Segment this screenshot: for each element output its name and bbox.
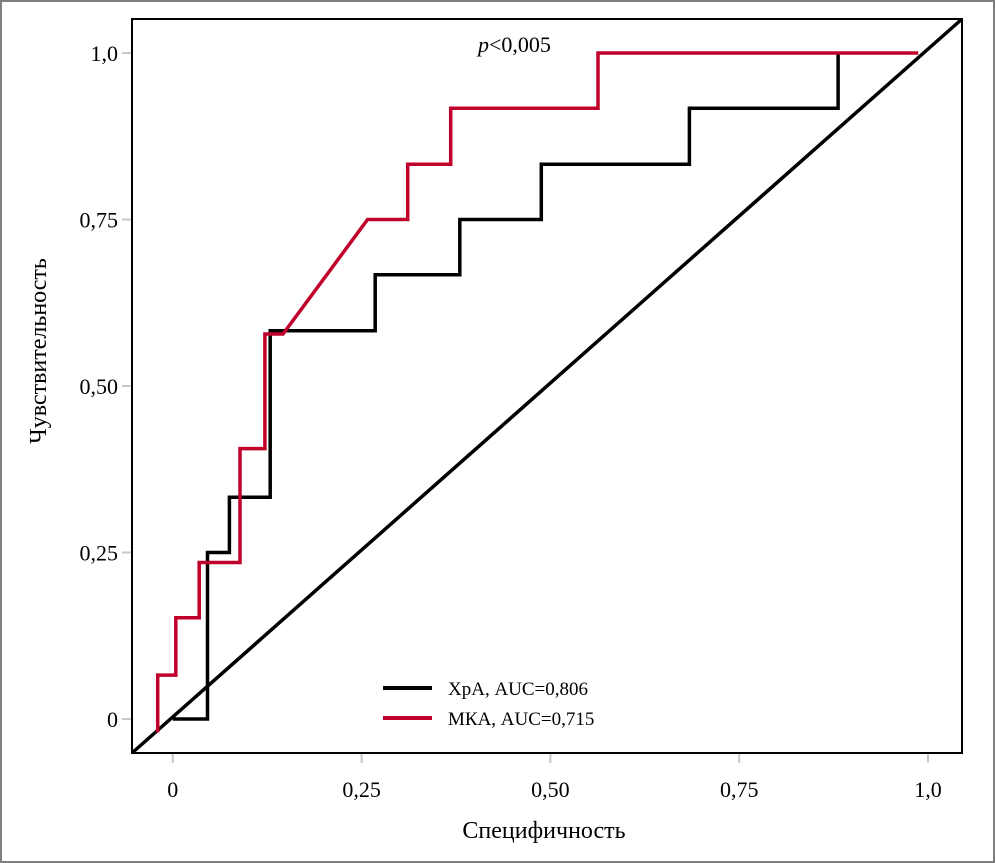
y-tick-label: 1,0 (91, 41, 119, 66)
reference-diagonal-line (130, 17, 964, 755)
y-axis-title: Чувствительность (26, 258, 52, 444)
series-layer (130, 17, 964, 755)
p-value-annotation: p<0,005 (476, 32, 551, 57)
p-value-text: <0,005 (489, 32, 551, 57)
roc-curve-mka (155, 51, 919, 733)
y-tick-label: 0,25 (80, 541, 119, 566)
legend-label-xra: ХрА, AUC=0,806 (448, 679, 588, 700)
axis-tick-labels: 0 0,25 0,50 0,75 1,0 0 0,25 0,50 0,75 1,0 (80, 41, 942, 802)
x-tick-label: 0,50 (531, 777, 570, 802)
x-tick-label: 0,75 (720, 777, 759, 802)
legend-label-mka: МКА, AUC=0,715 (448, 709, 594, 730)
y-tick-label: 0,75 (80, 207, 119, 232)
x-tick-label: 1,0 (914, 777, 942, 802)
y-tick-label: 0,50 (80, 374, 119, 399)
y-tick-label: 0 (107, 707, 118, 732)
p-symbol: p (476, 32, 489, 57)
x-axis-title: Специфичность (462, 818, 625, 844)
axis-ticks (122, 51, 930, 763)
legend: ХрА, AUC=0,806 МКА, AUC=0,715 (383, 679, 594, 730)
roc-curve-xra (172, 53, 840, 721)
x-tick-label: 0 (167, 777, 178, 802)
x-tick-label: 0,25 (342, 777, 381, 802)
